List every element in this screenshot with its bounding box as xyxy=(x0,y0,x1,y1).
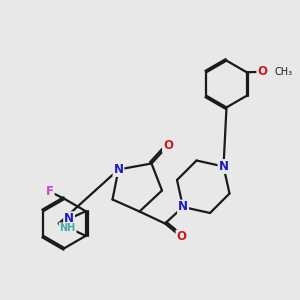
Text: N: N xyxy=(178,200,188,214)
Text: N: N xyxy=(64,212,74,225)
Text: N: N xyxy=(218,160,229,173)
Text: NH: NH xyxy=(59,223,76,233)
Text: O: O xyxy=(176,230,187,244)
Text: F: F xyxy=(46,185,54,198)
Text: CH₃: CH₃ xyxy=(275,67,293,77)
Text: O: O xyxy=(257,65,267,78)
Text: N: N xyxy=(113,163,124,176)
Text: O: O xyxy=(163,139,173,152)
